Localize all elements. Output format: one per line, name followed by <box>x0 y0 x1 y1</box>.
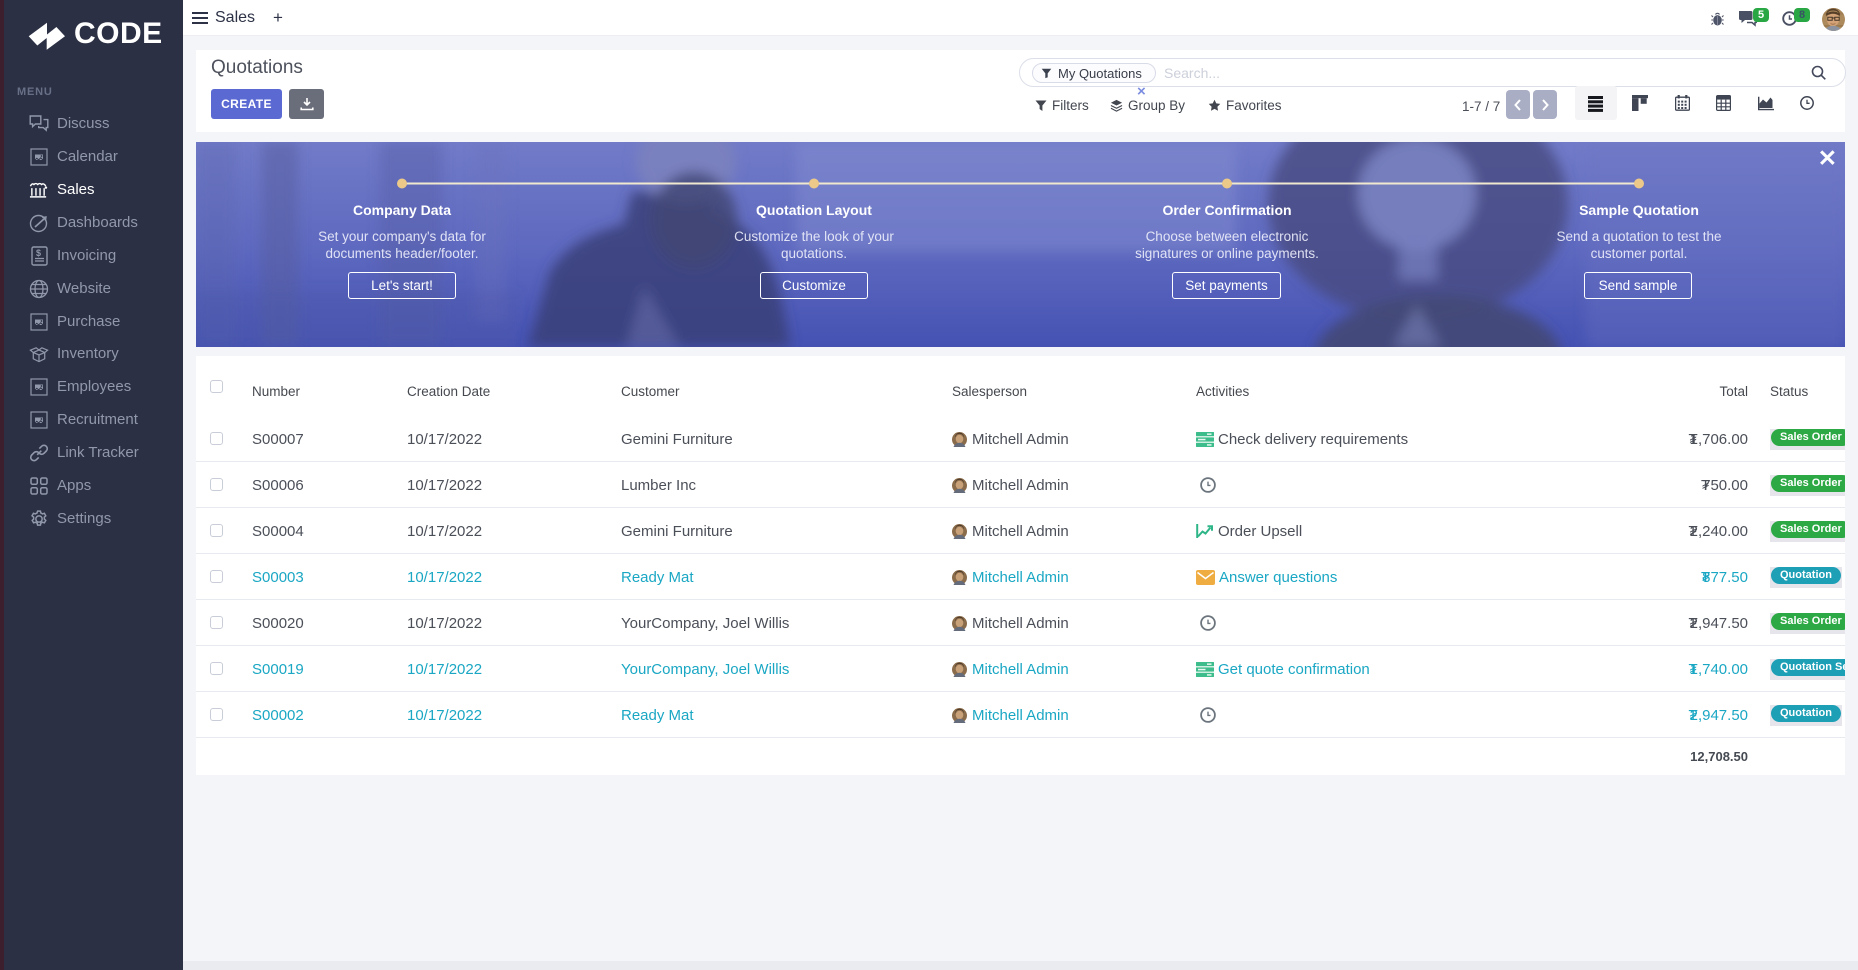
svg-text:$: $ <box>36 248 41 258</box>
